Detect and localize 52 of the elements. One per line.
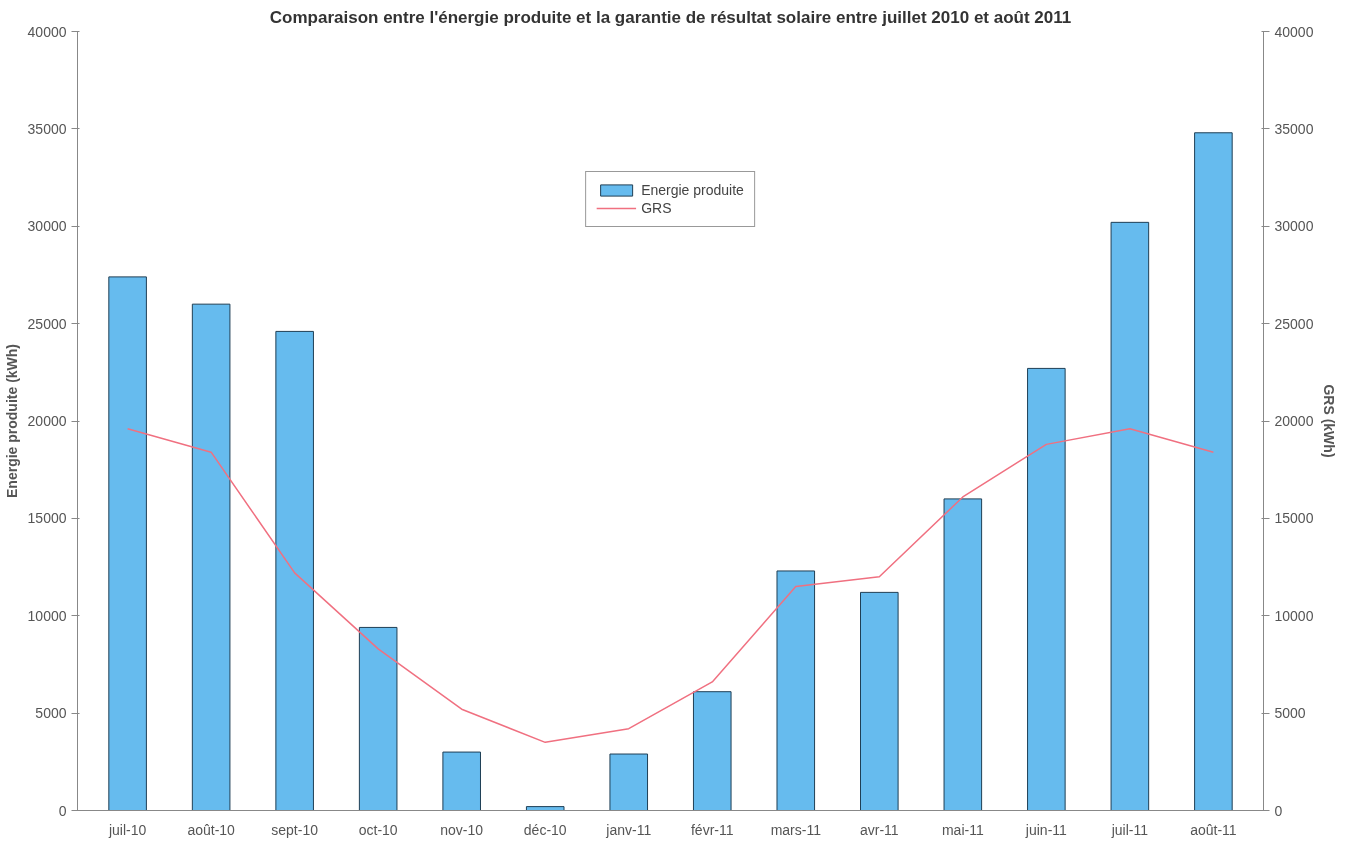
y-tick-label: 5000: [35, 705, 67, 722]
y2-tick-label: 5000: [1274, 705, 1306, 722]
x-tick-label: déc-10: [523, 821, 567, 838]
bar: [943, 498, 983, 811]
bar: [275, 330, 314, 811]
y2-tick-label: 10000: [1274, 607, 1314, 624]
y-tick-label: 25000: [27, 315, 67, 332]
y-axis-title: Energie produite (kWh): [3, 344, 20, 498]
bar: [442, 751, 481, 811]
y2-tick-label: 40000: [1274, 23, 1314, 40]
x-tick-label: juil-11: [1110, 821, 1149, 838]
y-tick-label: 0: [58, 802, 67, 819]
y-tick-label: 40000: [27, 23, 67, 40]
y2-tick-label: 35000: [1274, 120, 1314, 137]
bar: [692, 691, 732, 811]
y2-tick-label: 20000: [1274, 413, 1314, 429]
bar: [776, 570, 816, 811]
x-tick-label: mai-11: [941, 821, 984, 838]
x-tick-label: mars-11: [770, 821, 822, 838]
legend-label: GRS: [641, 200, 672, 216]
y-tick-label: 15000: [27, 510, 67, 527]
x-tick-label: avr-11: [859, 821, 899, 838]
x-tick-label: sept-10: [271, 821, 319, 838]
x-tick-label: oct-10: [358, 821, 398, 838]
y-tick-label: 30000: [27, 218, 67, 235]
bar: [358, 626, 398, 811]
bar: [191, 303, 231, 811]
x-tick-label: nov-10: [440, 821, 484, 838]
y2-tick-label: 30000: [1274, 218, 1314, 235]
bar: [860, 591, 899, 811]
y2-axis-title: GRS (kWh): [1321, 384, 1338, 458]
y2-tick-label: 25000: [1274, 315, 1314, 332]
bar: [525, 806, 565, 811]
bar: [1027, 367, 1066, 811]
y-tick-label: 35000: [27, 120, 67, 137]
x-tick-label: août-11: [1190, 821, 1237, 838]
bar: [108, 276, 147, 811]
chart-title: Comparaison entre l'énergie produite et la garantie de résultat solaire entre juillet 2010 et août 2011: [269, 7, 1072, 27]
x-tick-label: juil-10: [107, 821, 147, 838]
bar: [1194, 132, 1233, 811]
y2-tick-label: 15000: [1274, 510, 1314, 527]
legend-label: Energie produite: [641, 182, 744, 198]
y2-tick-label: 0: [1274, 802, 1283, 819]
x-tick-label: janv-11: [605, 821, 652, 838]
x-tick-label: août-10: [187, 821, 236, 838]
line-series: [126, 428, 1215, 744]
x-tick-label: juin-11: [1024, 821, 1068, 838]
bar: [1110, 221, 1150, 811]
y-tick-label: 10000: [27, 607, 67, 624]
bar: [609, 753, 649, 811]
x-tick-label: févr-11: [690, 821, 734, 838]
y-tick-label: 20000: [27, 413, 67, 429]
